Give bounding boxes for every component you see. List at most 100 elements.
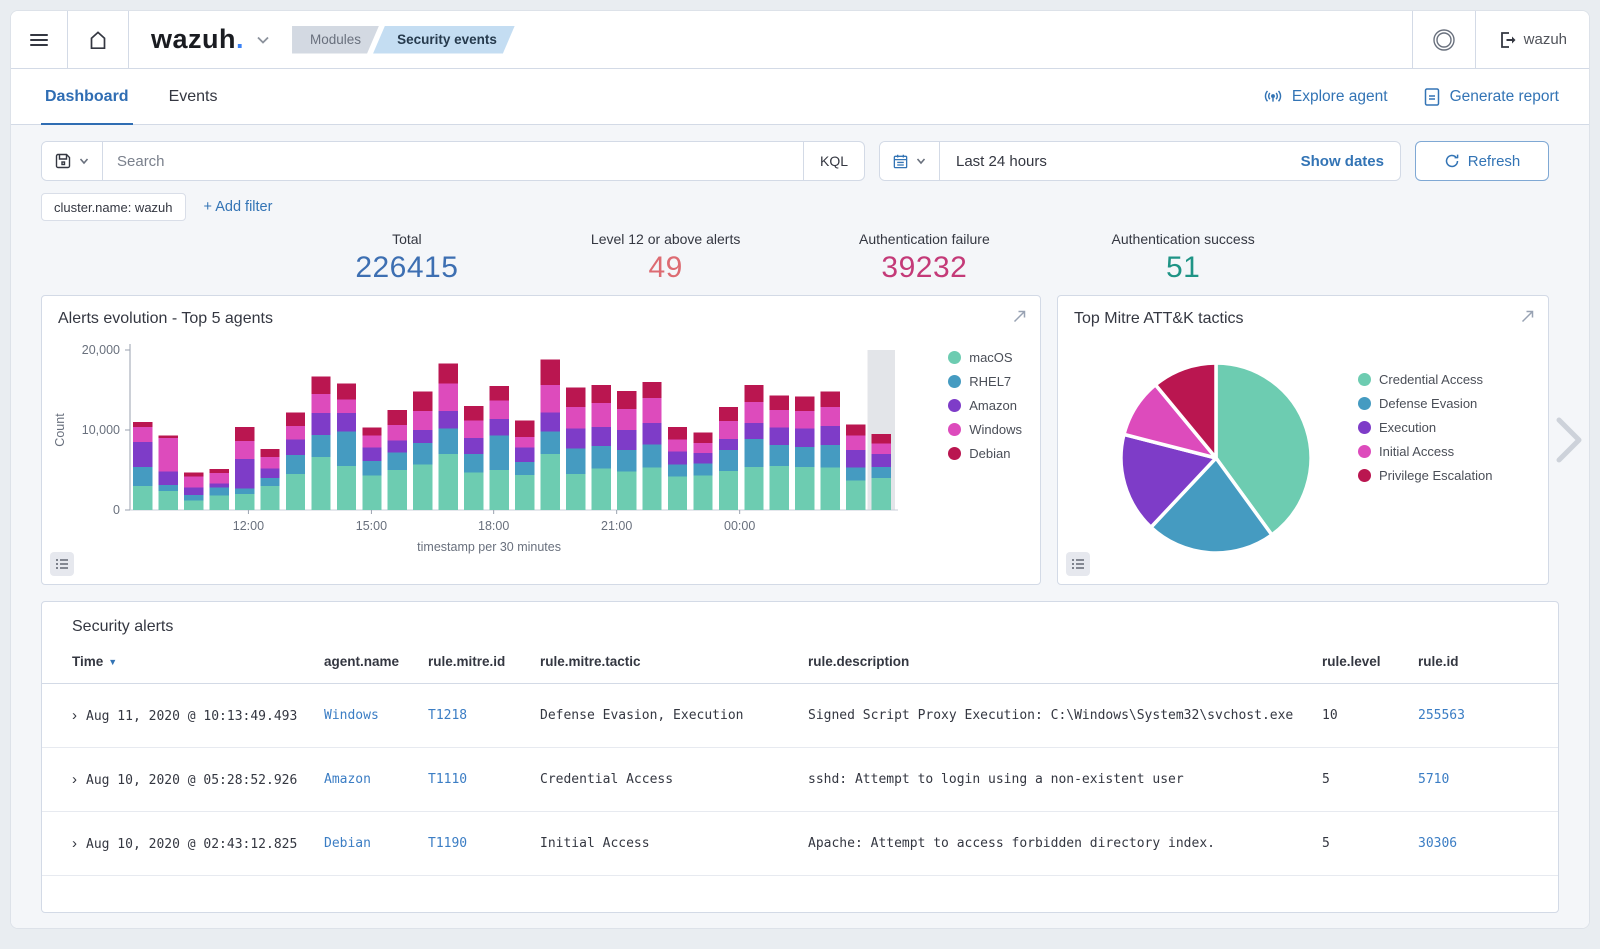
bar-segment-windows[interactable]: [235, 441, 254, 459]
add-filter-button[interactable]: + Add filter: [204, 199, 273, 215]
bar-segment-amazon[interactable]: [311, 413, 330, 435]
bar-segment-macos[interactable]: [235, 494, 254, 510]
bar-segment-macos[interactable]: [617, 472, 636, 510]
expand-panel-icon[interactable]: [1519, 308, 1536, 325]
bar-segment-debian[interactable]: [566, 388, 585, 407]
bar-segment-windows[interactable]: [795, 411, 814, 429]
bar-segment-debian[interactable]: [362, 428, 381, 436]
bar-segment-amazon[interactable]: [515, 448, 534, 462]
tab-events[interactable]: Events: [165, 69, 222, 124]
date-picker-menu-button[interactable]: [880, 142, 940, 180]
bar-segment-macos[interactable]: [872, 478, 891, 510]
bar-segment-rhel7[interactable]: [795, 447, 814, 467]
mitre-tactics-pie-chart[interactable]: [1068, 332, 1358, 582]
bar-segment-macos[interactable]: [770, 466, 789, 510]
carousel-next-icon[interactable]: [1551, 412, 1587, 468]
bar-segment-rhel7[interactable]: [235, 488, 254, 494]
tab-dashboard[interactable]: Dashboard: [41, 69, 133, 124]
bar-segment-macos[interactable]: [362, 476, 381, 510]
bar-segment-debian[interactable]: [286, 412, 305, 426]
bar-segment-amazon[interactable]: [209, 484, 228, 488]
bar-segment-rhel7[interactable]: [693, 464, 712, 476]
bar-segment-amazon[interactable]: [413, 430, 432, 443]
bar-segment-macos[interactable]: [286, 474, 305, 510]
bar-segment-macos[interactable]: [184, 500, 203, 510]
bar-segment-windows[interactable]: [439, 384, 458, 411]
bar-segment-macos[interactable]: [642, 468, 661, 510]
bar-segment-amazon[interactable]: [464, 438, 483, 454]
legend-toggle-button[interactable]: [1066, 552, 1090, 576]
bar-segment-amazon[interactable]: [668, 452, 687, 465]
cell-rule-mitre-id[interactable]: T1110: [428, 772, 540, 787]
legend-item-defense-evasion[interactable]: Defense Evasion: [1358, 396, 1492, 411]
bar-segment-debian[interactable]: [311, 376, 330, 394]
bar-segment-windows[interactable]: [719, 421, 738, 439]
bar-segment-amazon[interactable]: [566, 428, 585, 448]
legend-item-windows[interactable]: Windows: [948, 422, 1022, 437]
bar-segment-rhel7[interactable]: [770, 445, 789, 466]
bar-segment-amazon[interactable]: [719, 439, 738, 450]
saved-query-button[interactable]: [42, 142, 103, 180]
bar-segment-rhel7[interactable]: [872, 467, 891, 478]
search-input[interactable]: [103, 153, 803, 170]
explore-agent-button[interactable]: Explore agent: [1262, 86, 1388, 108]
bar-segment-rhel7[interactable]: [515, 462, 534, 475]
legend-item-debian[interactable]: Debian: [948, 446, 1022, 461]
bar-segment-rhel7[interactable]: [719, 450, 738, 471]
bar-segment-windows[interactable]: [566, 407, 585, 429]
bar-segment-windows[interactable]: [388, 425, 407, 440]
bar-segment-macos[interactable]: [846, 480, 865, 510]
bar-segment-rhel7[interactable]: [464, 454, 483, 472]
table-row[interactable]: ›Aug 11, 2020 @ 10:13:49.493WindowsT1218…: [42, 684, 1558, 748]
cell-agent-name[interactable]: Amazon: [324, 772, 428, 787]
column-header-rule-id[interactable]: rule.id: [1418, 654, 1528, 669]
bar-segment-rhel7[interactable]: [388, 452, 407, 470]
bar-segment-rhel7[interactable]: [591, 446, 610, 468]
bar-segment-macos[interactable]: [260, 486, 279, 510]
bar-segment-debian[interactable]: [260, 449, 279, 457]
bar-segment-windows[interactable]: [872, 444, 891, 454]
bar-segment-debian[interactable]: [184, 472, 203, 476]
bar-segment-amazon[interactable]: [159, 472, 178, 486]
column-header-rule-description[interactable]: rule.description: [808, 654, 1322, 669]
column-header-rule-mitre-id[interactable]: rule.mitre.id: [428, 654, 540, 669]
column-header-rule-mitre-tactic[interactable]: rule.mitre.tactic: [540, 654, 808, 669]
bar-segment-macos[interactable]: [337, 466, 356, 510]
bar-segment-amazon[interactable]: [617, 430, 636, 450]
wazuh-logo[interactable]: wazuh.: [129, 11, 278, 68]
cell-rule-mitre-id[interactable]: T1218: [428, 708, 540, 723]
bar-segment-rhel7[interactable]: [642, 444, 661, 467]
refresh-button[interactable]: Refresh: [1415, 141, 1549, 181]
bar-segment-macos[interactable]: [821, 468, 840, 510]
table-row[interactable]: ›Aug 10, 2020 @ 05:28:52.926AmazonT1110C…: [42, 748, 1558, 812]
bar-segment-windows[interactable]: [693, 443, 712, 453]
bar-segment-macos[interactable]: [413, 464, 432, 510]
bar-segment-macos[interactable]: [795, 467, 814, 510]
bar-segment-amazon[interactable]: [260, 468, 279, 478]
bar-segment-debian[interactable]: [133, 422, 152, 427]
stat-value[interactable]: 226415: [278, 251, 537, 285]
bar-segment-macos[interactable]: [209, 496, 228, 510]
bar-segment-amazon[interactable]: [235, 459, 254, 489]
bar-segment-windows[interactable]: [311, 394, 330, 413]
column-header-agent-name[interactable]: agent.name: [324, 654, 428, 669]
bar-segment-windows[interactable]: [184, 476, 203, 487]
bar-segment-amazon[interactable]: [184, 488, 203, 495]
bar-segment-amazon[interactable]: [541, 412, 560, 431]
bar-segment-debian[interactable]: [668, 427, 687, 440]
bar-segment-macos[interactable]: [515, 475, 534, 510]
bar-segment-rhel7[interactable]: [490, 436, 509, 470]
bar-segment-windows[interactable]: [260, 457, 279, 468]
bar-segment-windows[interactable]: [490, 400, 509, 418]
bar-segment-macos[interactable]: [566, 474, 585, 510]
bar-segment-windows[interactable]: [744, 402, 763, 423]
alerts-evolution-bar-chart[interactable]: 010,00020,00012:0015:0018:0021:0000:00ti…: [44, 332, 904, 582]
bar-segment-macos[interactable]: [311, 457, 330, 510]
bar-segment-rhel7[interactable]: [209, 488, 228, 496]
bar-segment-windows[interactable]: [362, 436, 381, 448]
bar-segment-amazon[interactable]: [388, 440, 407, 452]
bar-segment-rhel7[interactable]: [184, 495, 203, 501]
bar-segment-macos[interactable]: [464, 472, 483, 510]
bar-segment-windows[interactable]: [464, 420, 483, 438]
bar-segment-amazon[interactable]: [872, 454, 891, 467]
